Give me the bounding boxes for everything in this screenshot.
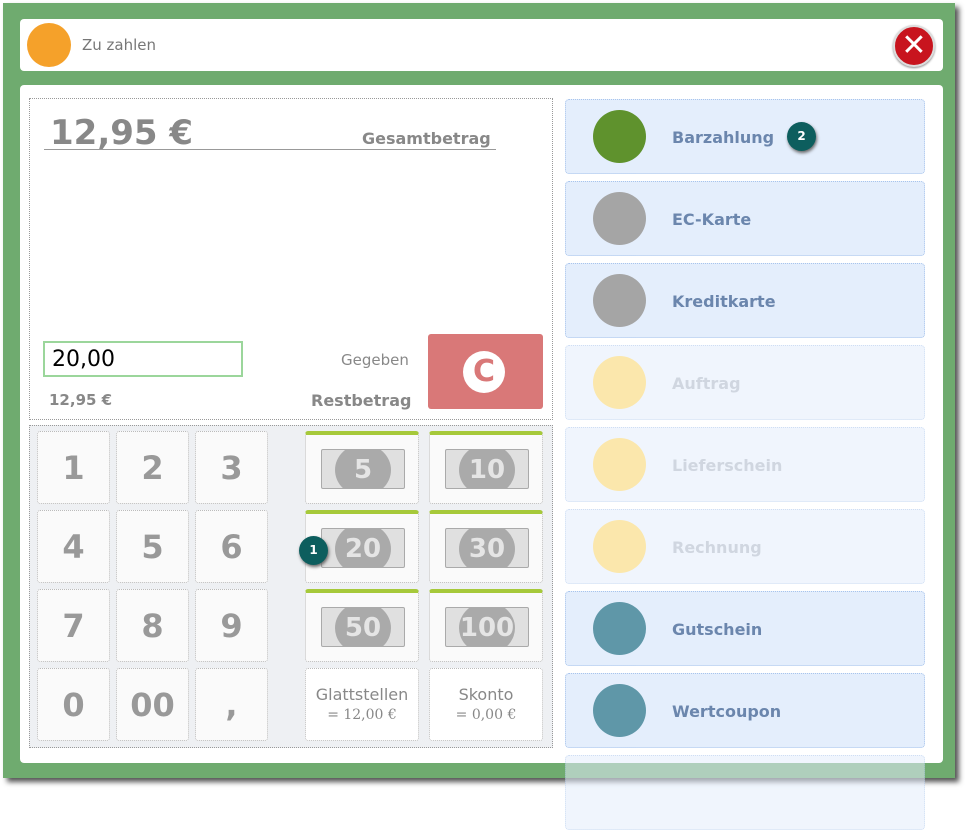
clear-icon: C [463,351,505,393]
step-badge: 2 [787,122,816,151]
bill-value: 50 [335,608,391,646]
voucher-icon [593,602,646,655]
given-label: Gegeben [341,351,409,369]
coupon-icon [593,684,646,737]
payment-method-label: Kreditkarte [672,292,776,311]
banknote-icon: 100 [445,607,529,647]
payment-method-kreditkarte[interactable]: Kreditkarte [565,263,925,338]
dialog-header: Zu zahlen ✕ [20,19,943,71]
credit-card-icon [593,274,646,327]
keypad-panel: 1 2 3 4 5 6 7 8 9 0 00, 5 10 20 30 50 100 Glattstellen = 1… [29,425,553,748]
round-off-button[interactable]: Glattstellen = 12,00 € [305,668,419,741]
payment-method-barzahlung[interactable]: Barzahlung [565,99,925,174]
amount-panel: 12,95 € Gesamtbetrag Gegeben 12,95 € Res… [29,98,553,420]
invoice-icon [593,520,646,573]
banknote-icon: 20 [321,528,405,568]
cash-register-icon [593,110,646,163]
bill-button-20[interactable]: 20 [305,510,419,583]
payment-dialog: Zu zahlen ✕ 12,95 € Gesamtbetrag Gegeben… [3,3,955,830]
close-icon: ✕ [901,28,927,63]
given-amount-input[interactable] [43,341,243,377]
banknote-icon: 10 [445,449,529,489]
payment-method-auftrag: Auftrag [565,345,925,420]
bill-value: 20 [335,529,391,567]
keypad-key[interactable]: , [195,668,268,741]
bill-button-5[interactable]: 5 [305,431,419,504]
discount-button-label: Skonto [458,685,514,704]
discount-button[interactable]: Skonto = 0,00 € [429,668,543,741]
keypad-key[interactable]: 5 [116,510,189,583]
round-off-button-value: = 12,00 € [327,707,397,723]
keypad-key[interactable]: 2 [116,431,189,504]
step-badge: 1 [299,536,328,565]
payment-method-label: Wertcoupon [672,702,782,721]
discount-button-value: = 0,00 € [455,707,517,723]
keypad-key[interactable]: 00 [116,668,189,741]
keypad-key[interactable]: 3 [195,431,268,504]
bill-button-30[interactable]: 30 [429,510,543,583]
total-label: Gesamtbetrag [362,129,491,148]
payment-method-label: Auftrag [672,374,741,393]
payment-method-more [565,755,925,830]
keypad-key[interactable]: 1 [37,431,110,504]
payment-method-rechnung: Rechnung [565,509,925,584]
keypad-key[interactable]: 6 [195,510,268,583]
delivery-note-icon [593,438,646,491]
banknote-icon: 5 [321,449,405,489]
dialog-body: 12,95 € Gesamtbetrag Gegeben 12,95 € Res… [20,85,943,830]
total-amount: 12,95 € [50,113,194,153]
payment-method-ec-karte[interactable]: EC-Karte [565,181,925,256]
cash-payment-icon [27,23,71,67]
bill-value: 100 [459,608,515,646]
payment-method-label: Rechnung [672,538,762,557]
payment-method-label: Gutschein [672,620,763,639]
close-button[interactable]: ✕ [893,25,935,67]
keypad-key[interactable]: 0 [37,668,110,741]
keypad-key[interactable]: 4 [37,510,110,583]
payment-method-wertcoupon[interactable]: Wertcoupon [565,673,925,748]
keypad-key[interactable]: 7 [37,589,110,662]
banknote-icon: 30 [445,528,529,568]
payment-method-lieferschein: Lieferschein [565,427,925,502]
bill-button-50[interactable]: 50 [305,589,419,662]
banknote-icon: 50 [321,607,405,647]
payment-method-label: Barzahlung [672,128,775,147]
card-icon [593,192,646,245]
bill-value: 30 [459,529,515,567]
bill-button-100[interactable]: 100 [429,589,543,662]
divider [44,149,496,150]
bill-value: 5 [335,450,391,488]
bill-value: 10 [459,450,515,488]
keypad-key[interactable]: 9 [195,589,268,662]
keypad-key[interactable]: 8 [116,589,189,662]
payment-method-gutschein[interactable]: Gutschein [565,591,925,666]
clear-button[interactable]: C [428,334,543,409]
round-off-button-label: Glattstellen [315,685,409,704]
order-icon [593,356,646,409]
payment-method-label: EC-Karte [672,210,752,229]
dialog-title: Zu zahlen [82,36,157,54]
remaining-amount: 12,95 € [49,391,113,409]
remaining-label: Restbetrag [311,391,412,410]
bill-button-10[interactable]: 10 [429,431,543,504]
payment-method-label: Lieferschein [672,456,783,475]
